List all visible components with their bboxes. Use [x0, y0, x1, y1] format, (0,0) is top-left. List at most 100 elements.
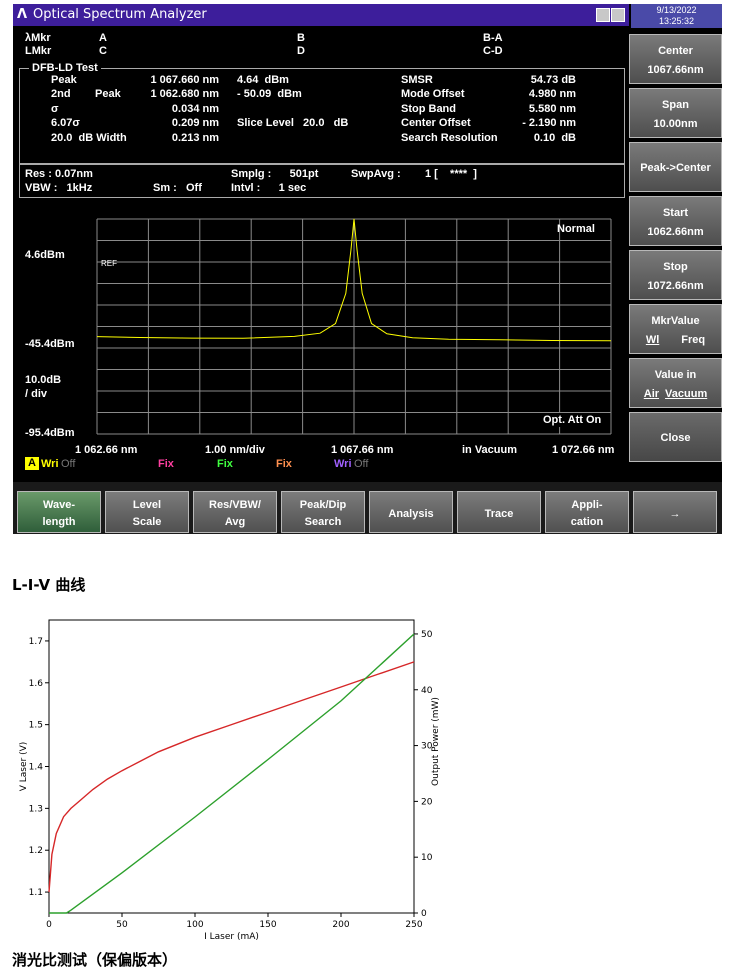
- osa-title-bar: Λ Optical Spectrum Analyzer: [13, 4, 629, 26]
- marker-label-1: λMkr: [25, 32, 51, 44]
- fkey-label: Res/VBW/: [209, 499, 261, 511]
- smplg-setting: Smplg : 501pt: [231, 168, 319, 180]
- fkey-6[interactable]: Appli-cation: [545, 491, 629, 533]
- y2-tick-label: 20: [421, 797, 433, 807]
- trace-c-state: Fix: [217, 458, 233, 470]
- y-mid-label: -45.4dBm: [25, 338, 75, 350]
- result-value-right: 0.10 dB: [533, 131, 576, 144]
- y2-tick-label: 40: [421, 686, 433, 696]
- softkey-label: Start: [662, 207, 689, 219]
- test-name: DFB-LD Test: [29, 61, 101, 75]
- x-tick-label: 0: [46, 920, 52, 930]
- liv-chart: 0 50 100 150 200 250 1.1 1.2 1.3 1.4 1.5 1.6 1.7 0 10 2…: [19, 619, 441, 940]
- y2-tick-label: 30: [421, 742, 433, 752]
- marker-c: C: [99, 45, 107, 57]
- y-tick-label: 1.2: [29, 846, 43, 856]
- trace-a-badge[interactable]: A: [25, 457, 39, 470]
- softkey-options: Air Vacuum: [630, 388, 721, 400]
- softkey-1[interactable]: Span 10.00nm: [629, 88, 722, 138]
- softkey-option[interactable]: Vacuum: [665, 388, 708, 400]
- fkey-7[interactable]: →: [633, 491, 717, 533]
- softkey-option[interactable]: Wl: [645, 334, 660, 346]
- x-tick-label: 150: [259, 920, 276, 930]
- voltage-series-line: [48, 661, 415, 893]
- softkey-value: 1067.66nm: [647, 64, 704, 76]
- x-tick-label: 200: [332, 920, 349, 930]
- sm-setting: Sm : Off: [153, 182, 202, 194]
- minimize-button[interactable]: [596, 8, 610, 22]
- time: 13:25:32: [658, 16, 695, 26]
- fkey-label2: length: [42, 516, 76, 528]
- ref-label: REF: [101, 259, 117, 268]
- x-tick-label: 100: [186, 920, 203, 930]
- softkey-3[interactable]: Start 1062.66nm: [629, 196, 722, 246]
- y-axis-label: V Laser (V): [19, 742, 29, 792]
- vbw-setting: VBW : 1kHz: [25, 182, 93, 194]
- res-setting: Res : 0.07nm: [25, 168, 93, 180]
- x-tick-label: 250: [405, 920, 422, 930]
- fkey-4[interactable]: Analysis: [369, 491, 453, 533]
- y-bottom-label: -95.4dBm: [25, 427, 75, 439]
- y-tick-label: 1.4: [29, 763, 44, 773]
- softkey-5[interactable]: MkrValue Wl Freq: [629, 304, 722, 354]
- y-tick-label: 1.5: [29, 721, 43, 731]
- trace-a-state2: Off: [61, 458, 76, 470]
- settings-panel: [19, 164, 625, 198]
- softkey-2[interactable]: Peak->Center: [629, 142, 722, 192]
- softkey-label: MkrValue: [651, 315, 700, 327]
- softkey-7[interactable]: Close: [629, 412, 722, 462]
- result-value: 1 067.660 nm: [150, 74, 220, 86]
- result-value-right: - 2.190 nm: [522, 117, 576, 130]
- softkey-option[interactable]: Air: [643, 388, 660, 400]
- x-stop-label: 1 072.66 nm: [552, 444, 615, 456]
- fkey-3[interactable]: Peak/Dip Search: [281, 491, 365, 533]
- y-tick-label: 1.6: [29, 679, 44, 689]
- result-value2: 4.64 dBm: [237, 74, 289, 86]
- x-tick-label: 50: [116, 920, 128, 930]
- date: 9/13/2022: [656, 5, 697, 15]
- fkey-2[interactable]: Res/VBW/Avg: [193, 491, 277, 533]
- fkey-0[interactable]: Wave-length: [17, 491, 101, 533]
- y-tick-label: 1.1: [29, 888, 43, 898]
- result-label: 6.07σ: [51, 117, 80, 130]
- er-heading: 消光比测试（保偏版本）: [12, 951, 178, 969]
- marker-c-d: C-D: [483, 45, 503, 57]
- fkey-1[interactable]: Level Scale: [105, 491, 189, 533]
- softkey-label: Center: [658, 45, 693, 57]
- fkey-label: →: [669, 508, 681, 520]
- result-value: 0.034 nm: [171, 102, 219, 115]
- fkey-5[interactable]: Trace: [457, 491, 541, 533]
- marker-d: D: [297, 45, 305, 57]
- fkey-label2: Avg: [224, 516, 246, 528]
- osa-screen: Λ Optical Spectrum Analyzer 9/13/2022 13…: [13, 4, 722, 534]
- softkey-option[interactable]: Freq: [681, 334, 706, 346]
- swpavg-setting: SwpAvg :: [351, 168, 401, 180]
- medium-label: in Vacuum: [462, 444, 518, 456]
- result-label-right: Stop Band: [401, 102, 456, 115]
- softkey-label: Close: [660, 432, 691, 444]
- x-start-label: 1 062.66 nm: [75, 444, 138, 456]
- fkey-label2: cation: [570, 516, 604, 528]
- maximize-button[interactable]: [611, 8, 625, 22]
- softkey-6[interactable]: Value in Air Vacuum: [629, 358, 722, 408]
- fkey-label: Wave-: [43, 499, 75, 511]
- result-value: 1 062.680 nm: [150, 88, 220, 101]
- x-center-label: 1 067.66 nm: [331, 444, 394, 456]
- softkey-0[interactable]: Center 1067.66nm: [629, 34, 722, 84]
- trace-e-state: Wri: [334, 458, 352, 470]
- trace-d-state: Fix: [276, 458, 292, 470]
- marker-b-a: B-A: [483, 32, 503, 44]
- anritsu-logo-icon: Λ: [17, 7, 28, 22]
- result-value-right: 5.580 nm: [528, 102, 576, 115]
- fkey-label: Level: [132, 499, 162, 511]
- x-div-label: 1.00 nm/div: [205, 444, 265, 456]
- fkey-label2: Search: [304, 516, 342, 528]
- y2-tick-label: 50: [421, 630, 433, 640]
- softkey-4[interactable]: Stop 1072.66nm: [629, 250, 722, 300]
- fkey-label: Trace: [484, 508, 514, 520]
- display-mode: Normal: [557, 223, 595, 235]
- swpavg-value: 1 [ **** ]: [425, 168, 477, 180]
- y-top-label: 4.6dBm: [25, 249, 65, 261]
- osa-spectrum-plot: [96, 218, 612, 435]
- osa-title: Optical Spectrum Analyzer: [33, 7, 207, 22]
